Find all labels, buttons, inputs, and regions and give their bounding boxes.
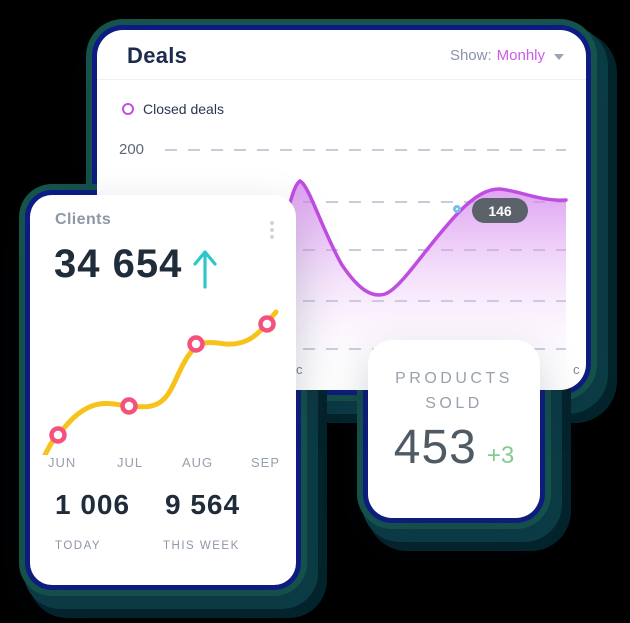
legend-closed-deals[interactable]: Closed deals bbox=[122, 101, 224, 117]
legend-marker-icon bbox=[122, 103, 134, 115]
show-label: Show: bbox=[449, 47, 492, 64]
clients-total: 34 654 bbox=[54, 242, 183, 286]
month-label-jul: JUL bbox=[117, 455, 144, 470]
tooltip-badge: 146 bbox=[472, 198, 528, 223]
clients-title: Clients bbox=[55, 211, 112, 228]
header-divider bbox=[97, 79, 586, 80]
stat-week-value: 9 564 bbox=[165, 489, 241, 520]
y-axis-tick-200: 200 bbox=[119, 141, 145, 158]
chevron-down-icon bbox=[554, 53, 564, 60]
x-axis-label-right: c bbox=[573, 362, 580, 377]
products-sold-delta: +3 bbox=[486, 442, 515, 469]
clients-line bbox=[42, 309, 279, 455]
deals-title: Deals bbox=[127, 43, 188, 68]
products-sold-card: PRODUCTS SOLD 453 +3 bbox=[368, 340, 540, 518]
products-sold-title: PRODUCTS SOLD bbox=[395, 370, 513, 412]
month-label-jun: JUN bbox=[48, 455, 77, 470]
tooltip-value: 146 bbox=[488, 202, 512, 219]
x-axis-label-left: c bbox=[296, 362, 303, 377]
show-period-dropdown[interactable]: Show: Monhly bbox=[450, 47, 564, 64]
kebab-menu-icon[interactable] bbox=[268, 219, 276, 241]
legend-label: Closed deals bbox=[143, 101, 224, 117]
stat-today-value: 1 006 bbox=[55, 489, 131, 520]
products-sold-value: 453 bbox=[393, 421, 477, 474]
month-label-aug: AUG bbox=[182, 455, 214, 470]
highlighted-point-marker[interactable] bbox=[453, 205, 461, 213]
stat-today-label: TODAY bbox=[55, 540, 102, 552]
clients-card: Clients 34 654 JUN JUL AUG SEP 1 006 9 5… bbox=[30, 195, 296, 585]
show-period-value: Monhly bbox=[496, 47, 545, 64]
clients-line-chart[interactable] bbox=[30, 295, 296, 455]
clients-line-markers bbox=[49, 315, 276, 444]
month-label-sep: SEP bbox=[251, 455, 281, 470]
arrow-up-icon bbox=[193, 250, 217, 289]
stat-week-label: THIS WEEK bbox=[163, 540, 240, 552]
